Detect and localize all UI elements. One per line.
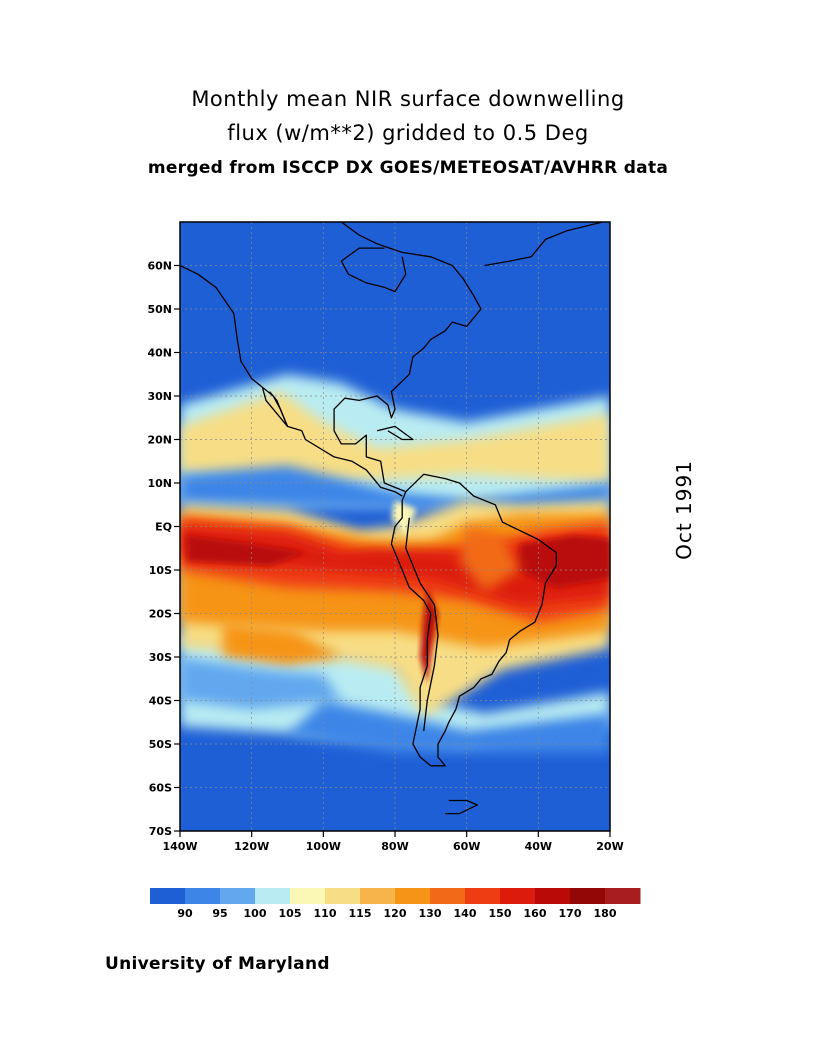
lat-tick-label: 60N [147,260,172,273]
coastlines [180,222,603,815]
lat-tick-label: 50N [147,303,172,316]
colorbar-swatch [150,888,186,904]
colorbar-swatch [500,888,536,904]
lat-tick-label: 40S [149,695,172,708]
axis-ticks: 60N 50N 40N 30N 20N 10N EQ 10S 20S 30S 40S 50S 60S 70… [147,260,623,854]
south-america-coast [390,473,557,767]
antarctic-peninsula [445,799,479,815]
title-line-3: merged from ISCCP DX GOES/METEOSAT/AVHRR… [147,158,669,178]
colorbar-swatch [570,888,606,904]
title-line-2: flux (w/m**2) gridded to 0.5 Deg [227,121,589,145]
colorbar-label: 140 [454,907,477,920]
gulf-atlantic-coast [333,222,482,493]
colorbar-swatch [605,888,641,904]
hudson-bay [340,247,407,293]
colorbar-label: 130 [419,907,442,920]
colorbar-label: 170 [559,907,582,920]
field-region-14 [391,500,417,536]
colorbar-swatch [430,888,466,904]
lon-tick-label: 20W [596,840,623,853]
baja-california [261,387,289,428]
colorbar-swatch [465,888,501,904]
map-gridlines [180,222,610,831]
colorbar: 90 95 100 105 110 115 120 130 140 150 160 170 180 [150,888,641,920]
caribbean-cuba [376,425,414,441]
credit-label: University of Maryland [105,954,330,974]
title-line-1: Monthly mean NIR surface downwelling [191,87,625,111]
colorbar-label: 115 [349,907,372,920]
andes-divide [405,517,439,732]
lon-tick-label: 40W [525,840,552,853]
field-region-15 [459,526,521,592]
colorbar-swatch [220,888,256,904]
lon-tick-label: 140W [162,840,197,853]
colorbar-label: 110 [314,907,337,920]
lat-tick-label: 10N [147,477,172,490]
field-region-11 [223,622,342,666]
colorbar-label: 105 [279,907,302,920]
lat-tick-label: 20N [147,434,172,447]
date-label: Oct 1991 [672,460,696,560]
colorbar-swatch [395,888,431,904]
lat-tick-label: 70S [149,825,172,838]
field-region-8 [187,535,306,566]
lat-tick-label: 10S [149,564,172,577]
field-region-9 [516,535,610,588]
colorbar-label: 90 [177,907,193,920]
lat-tick-label: 60S [149,782,172,795]
greenland-edge [484,222,603,267]
lon-tick-label: 120W [234,840,269,853]
field-region-12 [180,657,342,710]
colorbar-swatch [290,888,326,904]
colorbar-label: 100 [244,907,267,920]
lat-tick-label: EQ [155,521,172,534]
lat-tick-label: 30N [147,390,172,403]
colorbar-swatch [325,888,361,904]
colorbar-label: 120 [384,907,407,920]
lat-tick-label: 30S [149,651,172,664]
field-region-13 [287,700,610,753]
colorbar-label: 150 [489,907,512,920]
lat-tick-label: 20S [149,608,172,621]
colorbar-label: 180 [594,907,617,920]
field-region-2 [180,465,610,514]
lon-tick-label: 80W [381,840,408,853]
colorbar-swatch [535,888,571,904]
field-region-1 [180,391,610,483]
lat-tick-label: 40N [147,347,172,360]
lon-tick-label: 100W [306,840,341,853]
lon-tick-label: 60W [453,840,480,853]
colorbar-swatch [255,888,291,904]
lat-tick-label: 50S [149,738,172,751]
field-region-7 [180,526,610,605]
colorbar-swatch [360,888,396,904]
colorbar-label: 160 [524,907,547,920]
colorbar-label: 95 [212,907,227,920]
colorbar-swatch [185,888,221,904]
field-region-10 [420,587,438,684]
